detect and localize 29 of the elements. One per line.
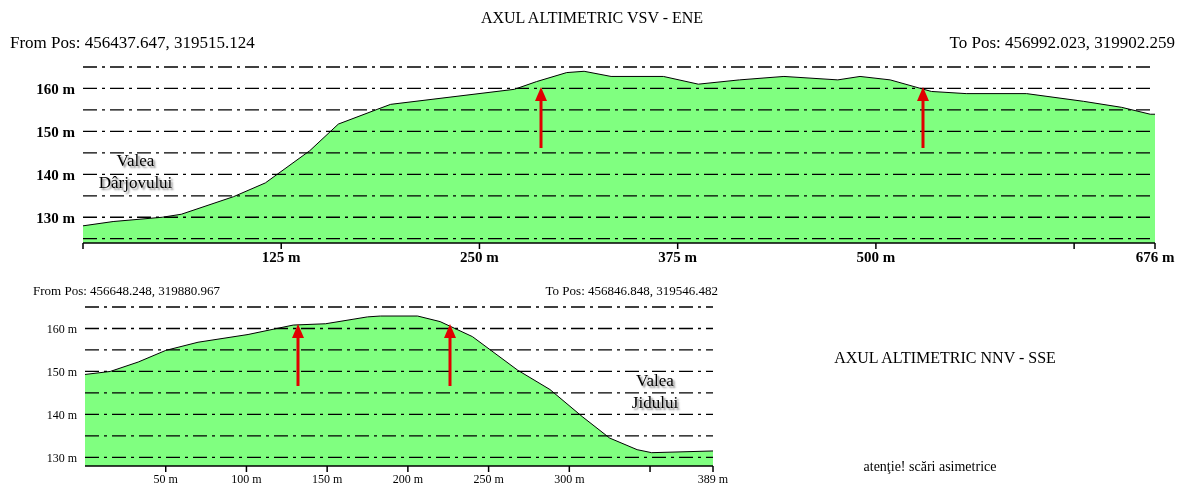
y-tick-label: 160 m (46, 321, 78, 336)
x-tick-label: 50 m (153, 471, 179, 486)
annotation: Valea Dârjovului (97, 150, 174, 195)
text: To Pos: 456992.023, 319902.259 (948, 32, 1175, 54)
x-tick-label: 676 m (1135, 248, 1175, 265)
y-tick-label: 150 m (46, 364, 78, 379)
y-tick-label: 140 m (46, 407, 78, 422)
y-tick-label: 150 m (36, 123, 76, 140)
x-tick-label: 500 m (856, 248, 896, 265)
x-tick-label: 200 m (392, 471, 424, 486)
text: To Pos: 456846.848, 319546.482 (544, 283, 718, 300)
y-tick-label: 160 m (36, 80, 76, 97)
x-tick-label: 300 m (554, 471, 586, 486)
text: AXUL ALTIMETRIC NNV - SSE (833, 348, 1057, 368)
y-tick-label: 130 m (36, 209, 76, 226)
x-tick-label: 389 m (697, 471, 729, 486)
chart-title: AXUL ALTIMETRIC VSV - ENE (479, 8, 705, 28)
annotation: Valea Jidului (630, 370, 680, 415)
text: atenţie! scări asimetrice (862, 458, 998, 476)
text: From Pos: 456648.248, 319880.967 (33, 283, 222, 300)
y-tick-label: 130 m (46, 450, 78, 465)
x-tick-label: 150 m (311, 471, 343, 486)
y-tick-label: 140 m (36, 166, 76, 183)
x-tick-label: 125 m (261, 248, 302, 265)
x-tick-label: 250 m (460, 248, 500, 265)
text: From Pos: 456437.647, 319515.124 (10, 32, 256, 54)
x-tick-label: 100 m (231, 471, 263, 486)
x-tick-label: 375 m (658, 248, 698, 265)
x-tick-label: 250 m (473, 471, 505, 486)
